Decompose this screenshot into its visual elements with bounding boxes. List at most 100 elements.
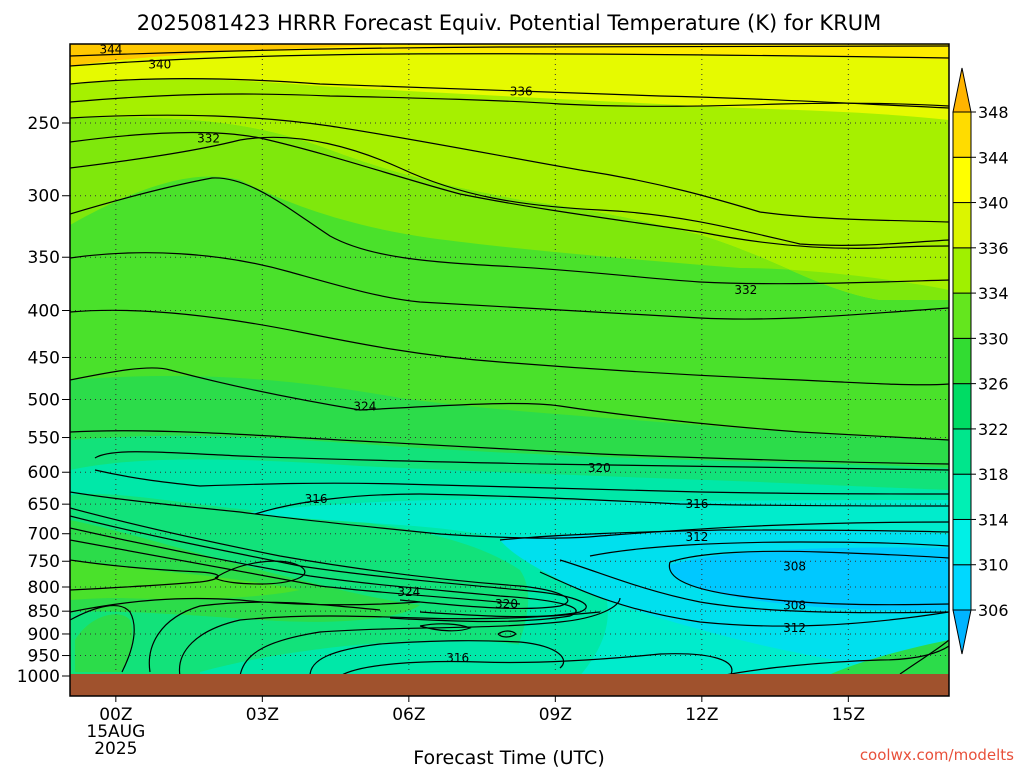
y-tick-label: 900 — [28, 625, 60, 645]
y-tick-label: 700 — [28, 525, 60, 545]
band-bl-318 — [200, 640, 570, 684]
y-axis: 250 300 350 400 450 500 550 600 650 700 750 800 850 9… — [17, 114, 70, 687]
contour-labels: 344 340 336 332 332 324 320 316 316 312 308 324 320 3… — [99, 43, 806, 665]
contour-label: 324 — [353, 400, 376, 414]
contour-low-1 — [70, 507, 569, 610]
contour-label: 340 — [148, 58, 171, 72]
colorbar: 306 310 314 318 322 326 330 334 336 340 344 348 — [952, 67, 1009, 655]
contour-336a — [70, 114, 949, 223]
contour-310 — [589, 541, 949, 557]
colorbar-bottom-arrow — [952, 609, 972, 655]
y-tick-label: 750 — [28, 552, 60, 572]
contour-label: 320 — [588, 461, 611, 475]
contour-342a — [70, 53, 949, 67]
contour-label: 312 — [685, 530, 708, 544]
band-348 — [70, 44, 400, 66]
contour-b9 — [497, 630, 517, 638]
contour-label: 336 — [510, 84, 533, 98]
contour-318 — [94, 469, 949, 495]
colorbar-label: 326 — [978, 375, 1009, 394]
x-tick-label: 15Z — [832, 705, 865, 725]
contour-330 — [70, 252, 949, 320]
contour-326 — [70, 367, 949, 441]
contour-336b — [70, 131, 949, 249]
y-tick-label: 300 — [28, 187, 60, 207]
colorbar-label: 344 — [978, 148, 1009, 167]
contour-b1 — [70, 597, 421, 613]
contour-b5 — [239, 597, 621, 677]
contour-low-4 — [70, 539, 521, 605]
contour-b3 — [148, 601, 381, 673]
contour-label: 332 — [734, 283, 757, 297]
contour-label: 316 — [685, 497, 708, 511]
band-334 — [70, 117, 949, 301]
contour-b4 — [178, 611, 601, 677]
contour-332b — [70, 177, 949, 285]
colorbar-top-arrow — [952, 67, 972, 113]
y-tick-label: 950 — [28, 647, 60, 667]
contour-332a — [70, 136, 949, 246]
x-tick-label: 03Z — [246, 705, 279, 725]
y-tick-label: 600 — [28, 463, 60, 483]
band-306 — [670, 547, 949, 611]
colorbar-swatch — [952, 383, 972, 430]
contour-320 — [94, 451, 949, 471]
colorbar-label: 334 — [978, 284, 1009, 303]
y-tick-label: 500 — [28, 391, 60, 411]
y-tick-label: 450 — [28, 348, 60, 368]
contour-lobe-322 — [70, 559, 219, 591]
y-tick-label: 800 — [28, 578, 60, 598]
ground-strip — [70, 674, 949, 696]
x-tick-date: 15AUG — [86, 722, 145, 742]
plot-area — [70, 44, 949, 696]
contour-label: 308 — [783, 560, 806, 574]
x-axis-label: Forecast Time (UTC) — [413, 747, 604, 768]
contour-low-3 — [70, 527, 577, 623]
y-tick-label: 250 — [28, 114, 60, 134]
colorbar-label: 340 — [978, 194, 1009, 213]
colorbar-swatch — [952, 564, 972, 611]
contour-label: 324 — [397, 585, 420, 599]
contour-label: 332 — [197, 132, 220, 146]
contour-338 — [70, 93, 949, 107]
y-tick-label: 550 — [28, 429, 60, 449]
colorbar-swatch — [952, 337, 972, 385]
contour-lines — [70, 45, 949, 677]
contour-324 — [70, 430, 949, 465]
contour-310b — [559, 559, 949, 614]
x-tick-label: 12Z — [685, 705, 718, 725]
contour-label: 308 — [783, 599, 806, 613]
x-tick-year: 2025 — [94, 739, 137, 759]
contour-b7 — [339, 653, 733, 677]
colorbar-swatch — [952, 156, 972, 204]
band-342 — [70, 44, 949, 120]
colorbar-label: 318 — [978, 465, 1009, 484]
contour-312a — [499, 529, 949, 541]
contour-340 — [70, 78, 949, 109]
y-tick-label: 350 — [28, 248, 60, 268]
grid-lines — [70, 44, 949, 674]
plot-border — [69, 43, 950, 697]
colorbar-swatch — [952, 428, 972, 475]
band-bl-326 — [75, 614, 133, 672]
contour-344 — [70, 45, 949, 57]
contour-b6 — [309, 640, 565, 677]
contour-b11 — [719, 645, 949, 677]
x-tick-label: 00Z — [99, 705, 132, 725]
credit-link[interactable]: coolwx.com/modelts — [860, 746, 1014, 764]
contour-label: 316 — [446, 651, 469, 665]
y-tick-label: 650 — [28, 495, 60, 515]
contour-label: 316 — [305, 492, 328, 506]
colorbar-label: 310 — [978, 556, 1009, 575]
colorbar-swatch — [952, 247, 972, 294]
colorbar-label: 336 — [978, 239, 1009, 258]
colorbar-swatch — [952, 111, 972, 158]
band-low-yellowgreen — [70, 560, 300, 600]
contour-b8 — [419, 623, 472, 632]
colorbar-label: 322 — [978, 420, 1009, 439]
contour-316a — [254, 493, 949, 515]
colorbar-label: 330 — [978, 329, 1009, 348]
contour-label: 344 — [99, 43, 122, 57]
